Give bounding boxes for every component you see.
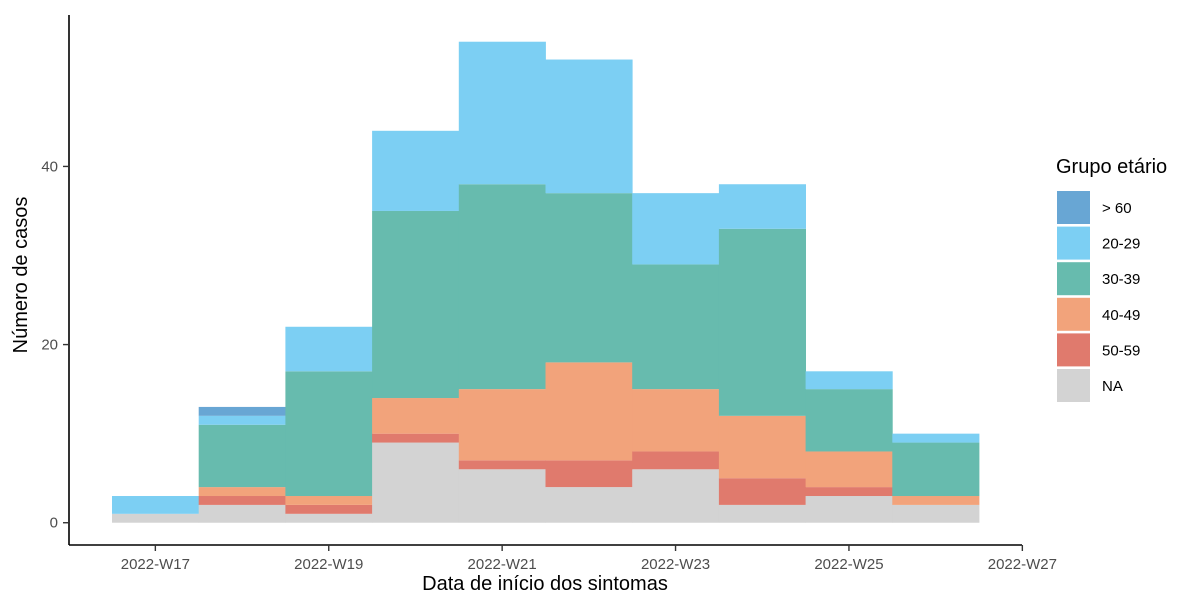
x-tick-label: 2022-W17 xyxy=(121,556,190,573)
bar-2022-w18-age-2029 xyxy=(198,415,286,425)
axes-layer xyxy=(68,15,1022,546)
bar-2022-w19-age-3039 xyxy=(285,371,373,497)
y-tick-label: 20 xyxy=(41,337,58,354)
bar-2022-w21-age-na xyxy=(458,469,546,523)
bar-2022-w21-age-2029 xyxy=(458,41,546,185)
bar-2022-w23-age-5059 xyxy=(632,451,720,470)
bar-2022-w22-age-3039 xyxy=(545,193,633,363)
bar-2022-w24-age-2029 xyxy=(718,184,806,229)
bar-2022-w21-age-3039 xyxy=(458,184,546,390)
bar-2022-w24-age-na xyxy=(718,504,806,523)
bar-2022-w25-age-2029 xyxy=(805,371,893,390)
legend-label-4049: 40-49 xyxy=(1102,307,1140,324)
bar-2022-w26-age-na xyxy=(892,504,980,523)
bar-2022-w20-age-5059 xyxy=(372,433,460,443)
y-axis-title: Número de casos xyxy=(10,197,32,354)
x-tick-label: 2022-W21 xyxy=(468,556,537,573)
legend-swatch-2029 xyxy=(1057,226,1090,260)
bar-2022-w21-age-4049 xyxy=(458,389,546,461)
legend-title: Grupo etário xyxy=(1056,156,1167,178)
bar-2022-w18-age-4049 xyxy=(198,487,286,497)
bar-2022-w20-age-4049 xyxy=(372,398,460,434)
legend-swatch-na xyxy=(1057,369,1090,402)
bar-2022-w20-age-na xyxy=(372,442,460,523)
legend-label-60: > 60 xyxy=(1102,200,1132,217)
bar-2022-w20-age-3039 xyxy=(372,210,460,399)
legend-label-3039: 30-39 xyxy=(1102,271,1140,288)
bar-2022-w23-age-na xyxy=(632,469,720,523)
legend: Grupo etário > 60 20-29 30-39 40-49 50-59 NA xyxy=(1056,156,1167,402)
bar-2022-w22-age-4049 xyxy=(545,362,633,461)
bar-2022-w24-age-5059 xyxy=(718,478,806,505)
bar-2022-w22-age-na xyxy=(545,487,633,523)
bar-2022-w19-age-5059 xyxy=(285,504,373,514)
legend-label-na: NA xyxy=(1102,378,1123,395)
bar-2022-w26-age-3039 xyxy=(892,442,980,497)
bar-2022-w25-age-5059 xyxy=(805,487,893,497)
bar-2022-w24-age-4049 xyxy=(718,415,806,479)
bar-2022-w25-age-3039 xyxy=(805,389,893,452)
bar-2022-w18-age-60 xyxy=(198,406,286,416)
bar-2022-w22-age-5059 xyxy=(545,460,633,488)
legend-label-5059: 50-59 xyxy=(1102,342,1140,359)
bar-2022-w18-age-5059 xyxy=(198,496,286,505)
bar-2022-w26-age-2029 xyxy=(892,433,980,443)
legend-swatch-4049 xyxy=(1057,297,1090,331)
bar-2022-w26-age-4049 xyxy=(892,496,980,505)
x-tick-label: 2022-W27 xyxy=(988,556,1057,573)
bars-layer xyxy=(112,41,980,523)
bar-2022-w23-age-2029 xyxy=(632,193,720,265)
legend-swatch-60 xyxy=(1057,191,1090,224)
bar-2022-w19-age-4049 xyxy=(285,496,373,505)
bar-2022-w22-age-2029 xyxy=(545,59,633,194)
legend-label-2029: 20-29 xyxy=(1102,236,1140,253)
y-tick-label: 40 xyxy=(41,158,58,175)
bar-2022-w23-age-3039 xyxy=(632,264,720,390)
bar-2022-w19-age-na xyxy=(285,513,373,523)
bar-2022-w24-age-3039 xyxy=(718,228,806,416)
bar-2022-w17-age-na xyxy=(112,513,200,523)
x-tick-label: 2022-W23 xyxy=(641,556,710,573)
x-tick-label: 2022-W25 xyxy=(814,556,883,573)
bar-2022-w19-age-2029 xyxy=(285,326,373,372)
bar-2022-w25-age-na xyxy=(805,496,893,523)
y-ticks: 0 20 40 xyxy=(41,158,69,532)
bar-2022-w21-age-5059 xyxy=(458,460,546,470)
legend-swatch-3039 xyxy=(1057,262,1090,296)
bar-2022-w20-age-2029 xyxy=(372,130,460,211)
x-ticks: 2022-W17 2022-W19 2022-W21 2022-W23 2022-W25… xyxy=(121,545,1057,573)
bar-2022-w18-age-3039 xyxy=(198,424,286,488)
bar-2022-w23-age-4049 xyxy=(632,389,720,452)
bar-2022-w25-age-4049 xyxy=(805,451,893,488)
y-tick-label: 0 xyxy=(50,515,58,532)
bar-2022-w18-age-na xyxy=(198,504,286,523)
x-tick-label: 2022-W19 xyxy=(294,556,363,573)
bar-2022-w17-age-2029 xyxy=(112,496,200,514)
x-axis-title: Data de início dos sintomas xyxy=(422,573,668,595)
legend-swatch-5059 xyxy=(1057,333,1090,367)
